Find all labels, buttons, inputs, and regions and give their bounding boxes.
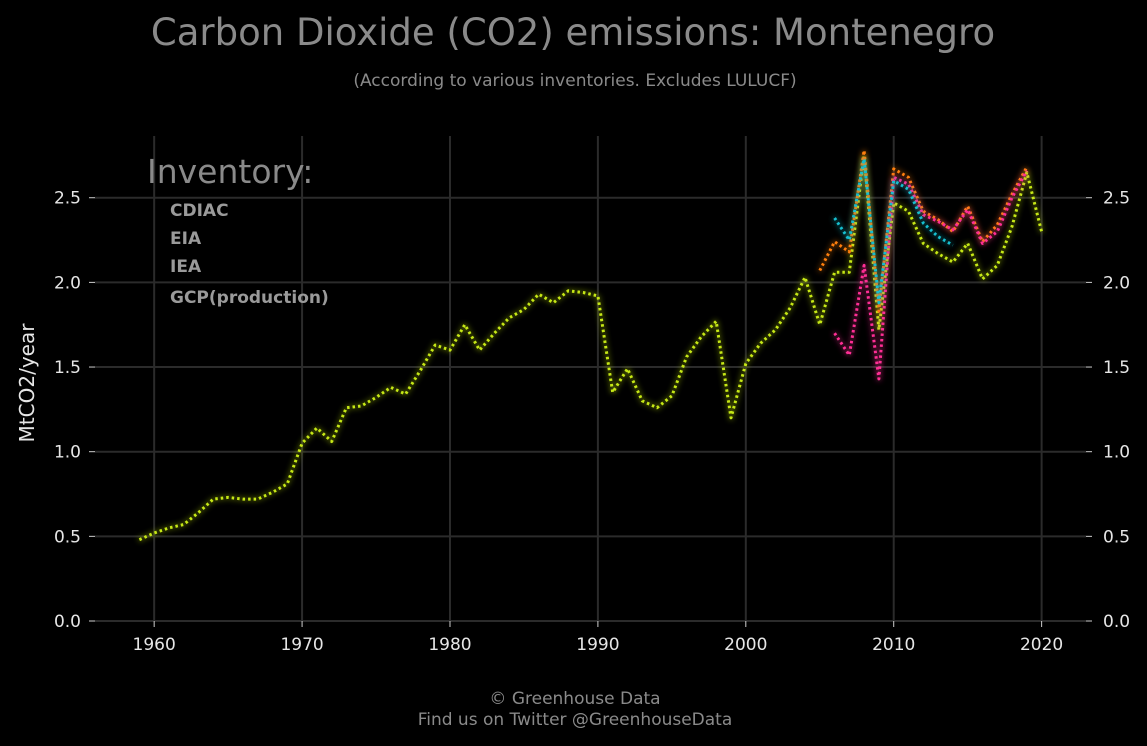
y-tick-label-right: 1.5 xyxy=(1103,358,1130,378)
legend-label-eia: EIA xyxy=(170,229,202,249)
y-tick-label: 2.5 xyxy=(54,189,81,209)
legend-title: Inventory: xyxy=(147,152,313,191)
credit-line-2: Find us on Twitter @GreenhouseData xyxy=(418,710,733,730)
y-axis-left: 0.0 0.5 1.0 1.5 2.0 2.5 xyxy=(54,189,95,632)
y-tick-label-right: 0.0 xyxy=(1103,612,1130,632)
x-tick-label: 1990 xyxy=(576,635,619,655)
x-tick-label: 2000 xyxy=(724,635,767,655)
y-tick-label-right: 0.5 xyxy=(1103,527,1130,547)
legend-items: CDIAC EIA IEA GCP(production) xyxy=(113,201,329,308)
series-line-iea xyxy=(818,148,1029,313)
legend-label-gcp-production: GCP(production) xyxy=(170,288,329,308)
series-line-gcp-production xyxy=(138,153,1044,542)
x-tick-label: 1980 xyxy=(428,635,471,655)
y-tick-label: 1.0 xyxy=(54,443,81,463)
legend-label-iea: IEA xyxy=(170,257,202,277)
legend: Inventory: CDIAC EIA IEA GCP(production) xyxy=(113,152,329,308)
legend-label-cdiac: CDIAC xyxy=(170,201,229,221)
y-tick-label-right: 1.0 xyxy=(1103,443,1130,463)
y-tick-label: 1.5 xyxy=(54,358,81,378)
y-tick-label-right: 2.5 xyxy=(1103,189,1130,209)
series-line-eia xyxy=(833,169,1029,381)
chart-title: Carbon Dioxide (CO2) emissions: Monteneg… xyxy=(151,11,995,54)
series-layer xyxy=(138,148,1044,542)
x-tick-label: 1960 xyxy=(133,635,176,655)
y-tick-label-right: 2.0 xyxy=(1103,273,1130,293)
x-axis: 1960 1970 1980 1990 2000 2010 2020 xyxy=(133,621,1063,655)
y-axis-label: MtCO2/year xyxy=(15,323,39,443)
x-tick-label: 1970 xyxy=(280,635,323,655)
credit-line-1: © Greenhouse Data xyxy=(489,689,660,709)
y-tick-label: 2.0 xyxy=(54,273,81,293)
y-tick-label: 0.5 xyxy=(54,527,81,547)
grid xyxy=(95,136,1086,622)
y-tick-label: 0.0 xyxy=(54,612,81,632)
chart-subtitle: (According to various inventories. Exclu… xyxy=(353,71,796,91)
x-tick-label: 2010 xyxy=(872,635,915,655)
y-axis-right: 0.0 0.5 1.0 1.5 2.0 2.5 xyxy=(1086,189,1130,632)
x-tick-label: 2020 xyxy=(1020,635,1063,655)
